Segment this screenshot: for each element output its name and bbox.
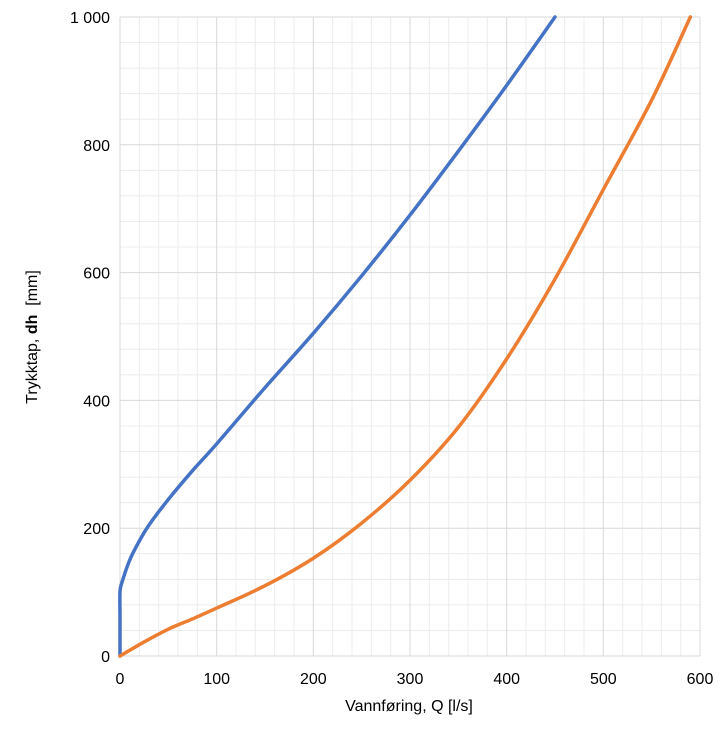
y-axis-title-suffix: [mm] xyxy=(24,270,41,314)
x-tick-label: 0 xyxy=(116,671,125,688)
x-tick-label: 600 xyxy=(687,671,714,688)
x-tick-label: 100 xyxy=(203,671,230,688)
x-tick-label: 300 xyxy=(397,671,424,688)
x-axis-tick-labels: 0 100 200 300 400 500 600 xyxy=(116,671,714,688)
y-axis-title-bold: dh xyxy=(24,315,41,335)
y-tick-label: 800 xyxy=(83,138,110,155)
major-gridlines xyxy=(119,16,701,657)
x-tick-label: 500 xyxy=(590,671,617,688)
y-tick-label: 0 xyxy=(101,649,110,666)
y-tick-label: 1 000 xyxy=(70,10,110,27)
series-line-2 xyxy=(118,15,693,658)
y-axis-title-prefix: Trykktap, xyxy=(24,334,41,404)
x-tick-label: 200 xyxy=(300,671,327,688)
y-axis-title: Trykktap, dh [mm] xyxy=(24,270,41,404)
y-tick-label: 600 xyxy=(83,266,110,283)
series-line-1 xyxy=(118,15,557,658)
x-axis-title: Vannføring, Q [l/s] xyxy=(345,698,473,715)
y-axis-tick-labels: 0 200 400 600 800 1 000 xyxy=(70,10,110,666)
series-lines xyxy=(118,15,693,658)
x-tick-label: 400 xyxy=(493,671,520,688)
y-tick-label: 400 xyxy=(83,393,110,410)
y-tick-label: 200 xyxy=(83,521,110,538)
